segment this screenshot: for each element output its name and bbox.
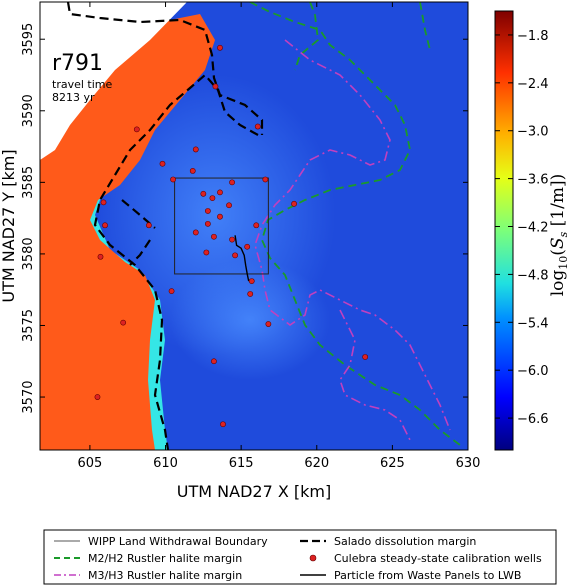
x-tick-label: 615 — [229, 456, 254, 471]
colorbar-tick-label: −3.6 — [517, 173, 549, 188]
calibration-well — [229, 236, 235, 243]
plot-area — [40, 2, 468, 450]
x-tick-label: 625 — [380, 456, 405, 471]
high-zone-region — [40, 14, 215, 450]
legend-m3h3-label: M3/H3 Rustler halite margin — [88, 569, 242, 582]
calibration-well — [265, 321, 272, 327]
travel-time-label: travel time — [52, 78, 112, 91]
calibration-well — [220, 421, 226, 428]
calibration-well — [217, 213, 223, 220]
colorbar-tick-label: −6.6 — [517, 412, 549, 427]
x-tick-label: 630 — [456, 456, 481, 471]
y-axis: 3570 3575 3580 3585 3590 3595 — [21, 23, 468, 414]
no-data-region-3 — [40, 2, 187, 160]
field-lighter-zone-2 — [170, 260, 330, 380]
calibration-well — [247, 291, 254, 297]
particle-layer — [234, 235, 250, 282]
colorbar-label: log10(Ss [1/m]) — [548, 174, 570, 296]
colorbar — [494, 10, 514, 451]
calibration-well — [200, 190, 207, 197]
calibration-well — [204, 208, 211, 214]
calibration-well — [217, 189, 223, 196]
calibration-well — [192, 146, 199, 153]
y-tick-label: 3595 — [21, 23, 36, 56]
legend-wipp-label: WIPP Land Withdrawal Boundary — [88, 535, 268, 548]
travel-time-value: 8213 yr — [52, 91, 95, 104]
calibration-well — [100, 199, 107, 206]
calibration-well — [203, 249, 210, 256]
y-tick-label: 3585 — [21, 166, 36, 199]
colorbar-tick-label: −1.8 — [517, 29, 549, 44]
legend-frame — [43, 529, 557, 585]
calibration-well — [244, 243, 251, 250]
calibration-well — [254, 123, 261, 130]
legend-m2h2-label: M2/H2 Rustler halite margin — [88, 552, 242, 565]
calibration-well — [291, 200, 297, 207]
y-axis-label: UTM NAD27 Y [km] — [0, 149, 18, 302]
calibration-well — [204, 220, 211, 227]
y-tick-label: 3570 — [21, 380, 36, 413]
wells-layer — [94, 44, 369, 428]
calibration-well — [211, 358, 217, 365]
x-tick-label: 610 — [153, 456, 178, 471]
wipp-layer — [174, 177, 269, 275]
x-tick-label: 605 — [77, 456, 102, 471]
calibration-well — [168, 288, 175, 295]
calibration-well — [217, 44, 223, 51]
x-axis: 605 610 615 620 625 630 — [77, 2, 480, 471]
calibration-well — [189, 167, 196, 174]
legend-salado-label: Salado dissolution margin — [334, 535, 476, 548]
legend-wells-swatch — [309, 554, 317, 562]
colorbar-tick-label: −4.2 — [517, 221, 549, 236]
calibration-well — [211, 233, 217, 240]
calibration-well — [159, 160, 166, 167]
x-tick-label: 620 — [304, 456, 329, 471]
y-tick-label: 3590 — [21, 94, 36, 127]
m2h2-margin-line — [249, 2, 461, 446]
run-label: r791 — [52, 51, 103, 76]
calibration-well — [145, 222, 152, 229]
calibration-well — [232, 252, 238, 259]
calibration-well — [362, 354, 369, 360]
particle-path — [234, 235, 250, 282]
colorbar-tick-label: −6.0 — [517, 364, 549, 379]
calibration-well — [120, 319, 127, 326]
y-tick-label: 3580 — [21, 237, 36, 270]
m3h3-margin-line-2 — [339, 309, 411, 441]
colorbar-tick-label: −4.8 — [517, 268, 549, 283]
calibration-well — [102, 222, 108, 229]
wipp-boundary — [174, 177, 269, 275]
calibration-well — [94, 394, 101, 400]
legend-wells-label: Culebra steady-state calibration wells — [334, 552, 542, 565]
colorbar-tick-label: −3.0 — [517, 125, 549, 140]
calibration-well — [262, 176, 269, 183]
calibration-well — [248, 278, 255, 285]
colorbar-tick-label: −5.4 — [517, 316, 549, 331]
legend-particle-label: Particle from Waste Panels to LWB — [334, 569, 521, 582]
m2h2-margin-line-2 — [294, 2, 431, 71]
calibration-well — [97, 253, 104, 260]
legend: WIPP Land Withdrawal Boundary M2/H2 Rust… — [43, 529, 557, 585]
m3h3-margin-line — [254, 39, 451, 431]
salado-margin-line — [66, 2, 264, 450]
calibration-well — [133, 126, 140, 133]
calibration-well — [192, 229, 199, 236]
calibration-well — [212, 83, 219, 90]
plot-frame — [39, 1, 469, 451]
x-axis-label: UTM NAD27 X [km] — [177, 482, 331, 501]
calibration-well — [170, 176, 176, 183]
y-tick-label: 3575 — [21, 309, 36, 342]
calibration-well — [229, 179, 235, 186]
calibration-well — [226, 202, 232, 209]
calibration-well — [253, 222, 260, 229]
colorbar-ticks: −1.8 −2.4 −3.0 −3.6 −4.2 −4.8 −5.4 −6.0 −6.6 — [495, 29, 549, 427]
colorbar-tick-label: −2.4 — [517, 77, 549, 92]
calibration-well — [209, 195, 216, 201]
